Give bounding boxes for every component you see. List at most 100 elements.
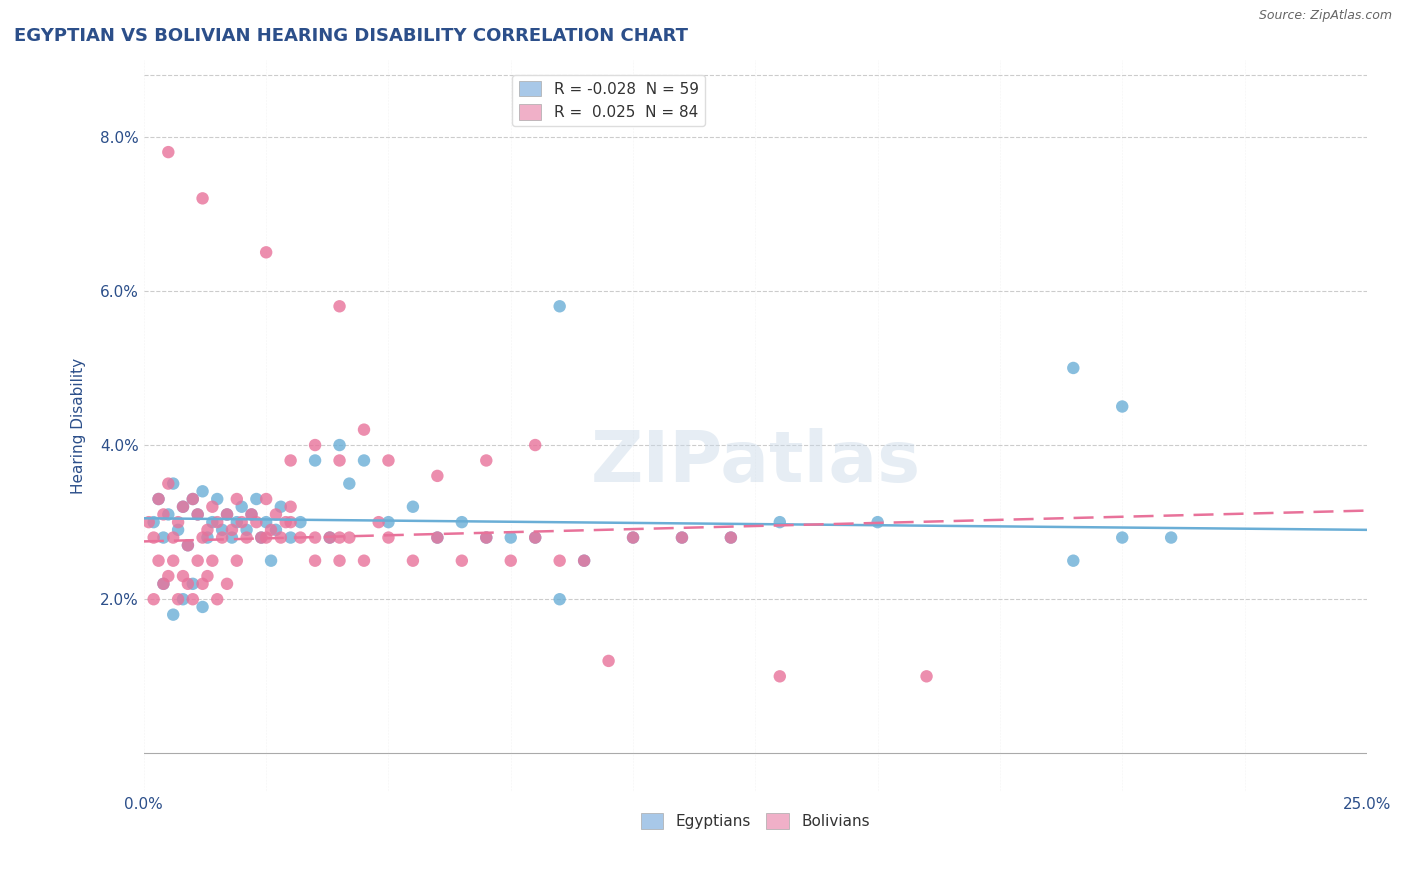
Point: [524, 531, 547, 545]
Point: [264, 508, 287, 522]
Point: [245, 491, 267, 506]
Point: [548, 554, 571, 568]
Point: [353, 453, 375, 467]
Point: [172, 500, 194, 514]
Point: [215, 508, 238, 522]
Point: [250, 531, 273, 545]
Point: [548, 592, 571, 607]
Point: [280, 500, 302, 514]
Point: [572, 554, 595, 568]
Point: [402, 554, 425, 568]
Text: ZIPatlas: ZIPatlas: [591, 428, 921, 497]
Point: [426, 531, 449, 545]
Point: [1111, 400, 1133, 414]
Point: [201, 554, 224, 568]
Point: [148, 491, 170, 506]
Point: [215, 577, 238, 591]
Point: [187, 554, 209, 568]
Point: [426, 531, 449, 545]
Point: [211, 523, 233, 537]
Point: [280, 453, 302, 467]
Point: [138, 515, 160, 529]
Point: [177, 538, 200, 552]
Point: [235, 523, 257, 537]
Legend: Egyptians, Bolivians: Egyptians, Bolivians: [634, 807, 876, 836]
Point: [231, 515, 253, 529]
Point: [225, 515, 247, 529]
Point: [240, 508, 263, 522]
Point: [191, 191, 214, 205]
Point: [769, 669, 792, 683]
Point: [235, 531, 257, 545]
Point: [304, 453, 326, 467]
Point: [720, 531, 742, 545]
Point: [377, 531, 399, 545]
Point: [353, 423, 375, 437]
Point: [1160, 531, 1182, 545]
Text: Source: ZipAtlas.com: Source: ZipAtlas.com: [1258, 9, 1392, 22]
Point: [290, 515, 312, 529]
Point: [671, 531, 693, 545]
Point: [280, 515, 302, 529]
Point: [148, 491, 170, 506]
Point: [152, 577, 174, 591]
Point: [1111, 531, 1133, 545]
Point: [328, 453, 350, 467]
Point: [304, 554, 326, 568]
Point: [207, 491, 229, 506]
Point: [201, 500, 224, 514]
Point: [499, 531, 522, 545]
Point: [191, 531, 214, 545]
Point: [475, 531, 498, 545]
Point: [201, 515, 224, 529]
Point: [231, 500, 253, 514]
Point: [225, 554, 247, 568]
Point: [621, 531, 644, 545]
Point: [274, 515, 297, 529]
Point: [181, 491, 204, 506]
Point: [197, 523, 219, 537]
Point: [172, 592, 194, 607]
Point: [152, 508, 174, 522]
Point: [290, 531, 312, 545]
Point: [181, 577, 204, 591]
Point: [191, 577, 214, 591]
Point: [254, 491, 277, 506]
Point: [211, 531, 233, 545]
Point: [157, 145, 180, 160]
Point: [177, 577, 200, 591]
Point: [191, 484, 214, 499]
Point: [475, 531, 498, 545]
Point: [187, 508, 209, 522]
Point: [499, 554, 522, 568]
Point: [264, 523, 287, 537]
Point: [207, 592, 229, 607]
Point: [621, 531, 644, 545]
Point: [769, 515, 792, 529]
Point: [1062, 361, 1084, 376]
Point: [270, 500, 292, 514]
Point: [162, 607, 184, 622]
Point: [157, 476, 180, 491]
Point: [450, 554, 472, 568]
Point: [319, 531, 342, 545]
Point: [152, 531, 174, 545]
Point: [221, 531, 243, 545]
Point: [167, 523, 190, 537]
Point: [157, 508, 180, 522]
Point: [240, 508, 263, 522]
Point: [181, 491, 204, 506]
Point: [671, 531, 693, 545]
Point: [207, 515, 229, 529]
Point: [177, 538, 200, 552]
Point: [915, 669, 938, 683]
Point: [172, 569, 194, 583]
Point: [377, 453, 399, 467]
Point: [148, 554, 170, 568]
Point: [215, 508, 238, 522]
Point: [402, 500, 425, 514]
Point: [598, 654, 620, 668]
Point: [367, 515, 389, 529]
Point: [162, 531, 184, 545]
Point: [142, 531, 165, 545]
